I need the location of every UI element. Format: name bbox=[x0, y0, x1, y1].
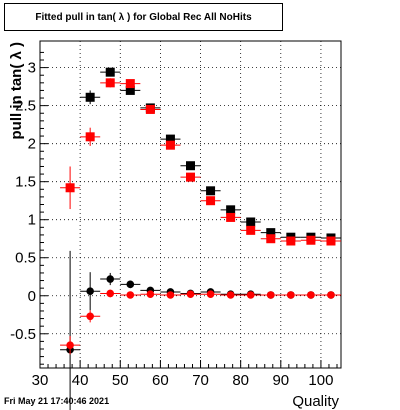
data-point-square bbox=[266, 228, 276, 238]
data-point-square bbox=[165, 140, 175, 150]
x-tick-label: 80 bbox=[232, 372, 249, 389]
data-point-square bbox=[246, 217, 256, 227]
x-tick-label: 30 bbox=[32, 372, 49, 389]
data-point-square bbox=[105, 67, 115, 77]
data-point-square bbox=[226, 205, 236, 215]
data-point-circle bbox=[307, 291, 315, 299]
data-point-square bbox=[286, 236, 296, 246]
footer-date: Fri May 21 17:40:46 2021 bbox=[4, 396, 110, 406]
data-point-circle bbox=[66, 341, 74, 349]
x-axis-label: Quality bbox=[292, 393, 339, 410]
data-point-square bbox=[85, 92, 95, 102]
y-tick-label: -0.5 bbox=[10, 326, 36, 343]
x-tick-label: 90 bbox=[272, 372, 289, 389]
y-tick-label: 2 bbox=[28, 136, 36, 153]
x-tick-label: 50 bbox=[112, 372, 129, 389]
data-point-circle bbox=[106, 289, 115, 298]
data-point-circle bbox=[206, 290, 215, 299]
data-point-circle bbox=[186, 290, 195, 299]
data-point-circle bbox=[246, 291, 255, 299]
x-tick-label: 70 bbox=[192, 372, 209, 389]
x-tick-label: 60 bbox=[152, 372, 169, 389]
x-tick-label: 100 bbox=[308, 372, 333, 389]
data-point-square bbox=[65, 183, 75, 193]
data-point-square bbox=[145, 104, 155, 114]
data-point-circle bbox=[226, 291, 235, 299]
data-point-square bbox=[125, 79, 135, 89]
data-point-circle bbox=[106, 275, 115, 283]
data-point-circle bbox=[86, 287, 94, 295]
data-point-square bbox=[306, 235, 316, 245]
chart-title: Fitted pull in tan( λ ) for Global Rec A… bbox=[4, 3, 283, 31]
data-point-circle bbox=[86, 312, 94, 321]
data-point-circle bbox=[146, 290, 155, 299]
data-point-circle bbox=[287, 291, 295, 299]
y-tick-label: 0.5 bbox=[15, 250, 36, 267]
data-point-square bbox=[105, 78, 115, 88]
y-axis-label: pull in tan( λ ) bbox=[8, 42, 25, 140]
data-point-circle bbox=[327, 291, 335, 299]
plot-frame bbox=[39, 40, 342, 369]
data-point-square bbox=[266, 234, 276, 244]
data-point-circle bbox=[266, 291, 275, 299]
data-point-square bbox=[326, 236, 336, 246]
data-point-square bbox=[246, 225, 256, 235]
data-point-circle bbox=[126, 280, 135, 289]
y-tick-label: 3 bbox=[28, 60, 36, 77]
data-point-square bbox=[165, 134, 175, 144]
data-point-circle bbox=[126, 291, 135, 299]
data-point-circle bbox=[166, 291, 175, 299]
data-point-square bbox=[206, 196, 216, 206]
data-point-square bbox=[206, 186, 216, 196]
y-tick-label: 2.5 bbox=[15, 98, 36, 115]
x-tick-label: 40 bbox=[72, 372, 89, 389]
y-tick-label: 0 bbox=[28, 288, 36, 305]
data-point-square bbox=[85, 132, 95, 142]
y-tick-label: 1 bbox=[28, 212, 36, 229]
data-point-square bbox=[226, 212, 236, 222]
y-tick-label: 1.5 bbox=[15, 174, 36, 191]
data-point-square bbox=[186, 161, 195, 171]
data-point-square bbox=[186, 172, 195, 182]
data-point-square bbox=[125, 85, 135, 95]
